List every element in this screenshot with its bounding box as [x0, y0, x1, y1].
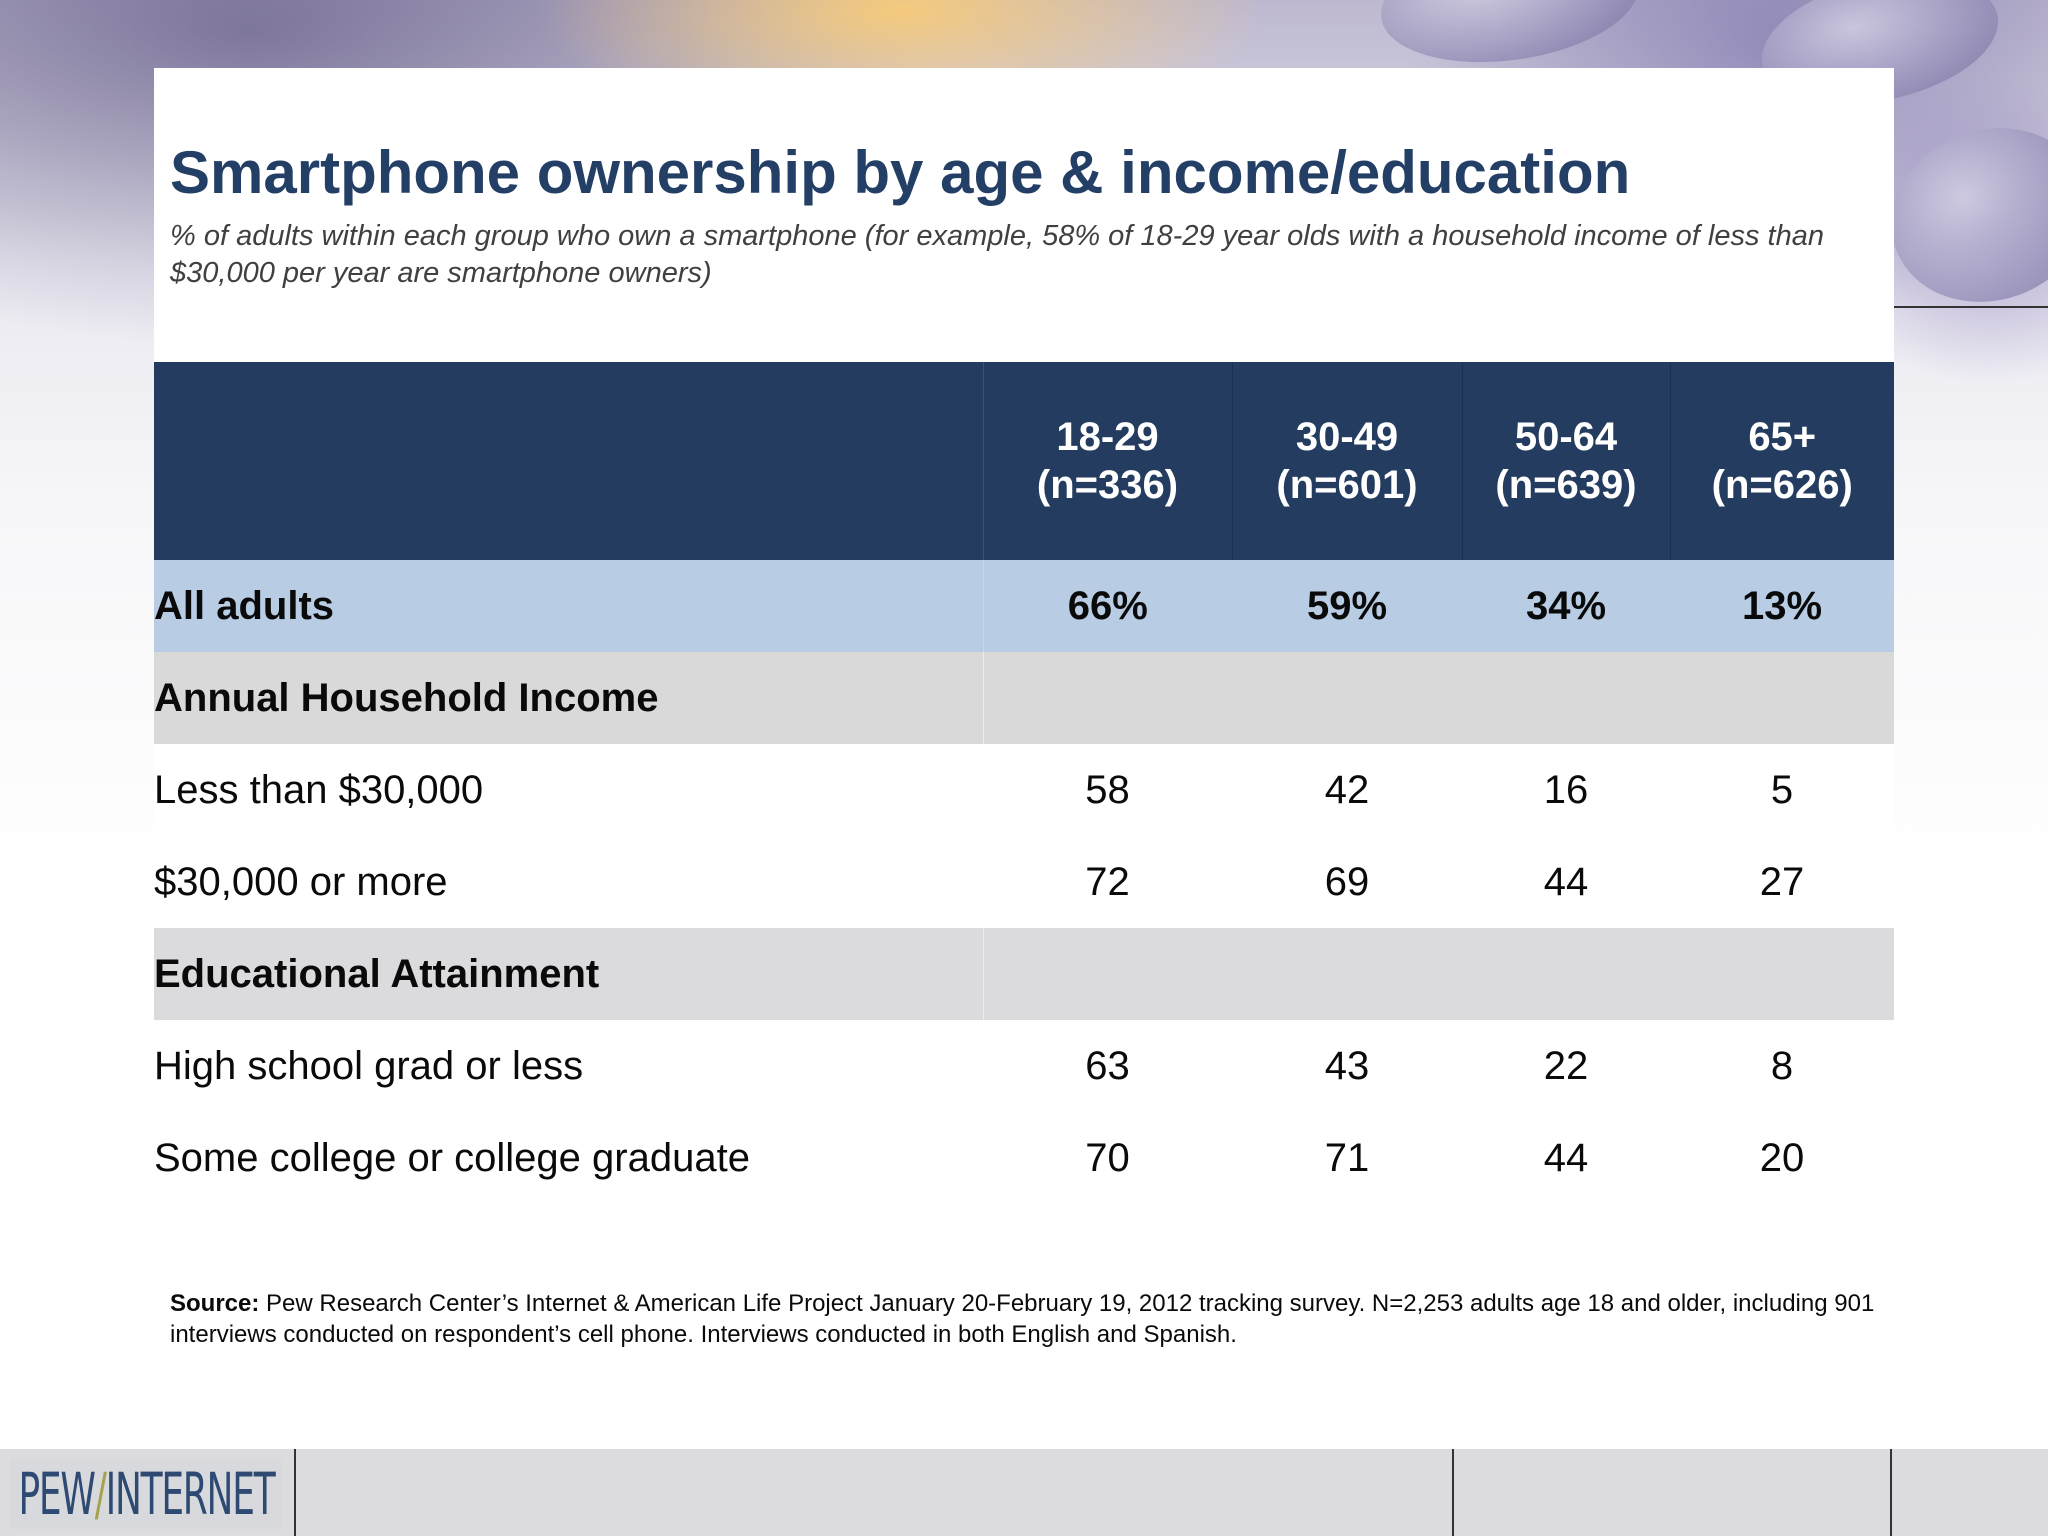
section-heading-filler	[983, 652, 1894, 744]
table-cell: 70	[1085, 1135, 1130, 1180]
table-cell: 59%	[1306, 583, 1388, 628]
section-heading-label: Educational Attainment	[154, 928, 984, 1020]
table-cell: 63	[1085, 1043, 1130, 1088]
header-age-50-64: 50-64 (n=639)	[1461, 362, 1670, 560]
source-text: Pew Research Center’s Internet & America…	[170, 1290, 1875, 1348]
source-label: Source:	[170, 1290, 260, 1317]
table-cell: 34%	[1525, 583, 1607, 628]
header-age-65-plus: 65+ (n=626)	[1669, 362, 1894, 560]
logo-word-pew: PEW	[18, 1460, 95, 1528]
header-corner-cell	[154, 362, 984, 560]
table-row: High school grad or less 63 43 22 8	[154, 1020, 1894, 1112]
decorative-rule	[1894, 306, 2048, 308]
header-sample-size: (n=336)	[1036, 463, 1179, 507]
row-label: $30,000 or more	[154, 859, 448, 904]
table-cell: 69	[1324, 859, 1370, 904]
table-cell: 44	[1543, 1135, 1589, 1180]
pew-internet-logo: PEW/INTERNET	[10, 1459, 282, 1529]
table-cell: 71	[1324, 1135, 1370, 1180]
section-heading-filler	[983, 928, 1894, 1020]
header-sample-size: (n=639)	[1495, 463, 1637, 507]
section-heading-income: Annual Household Income	[154, 652, 1894, 744]
header-age-18-29: 18-29 (n=336)	[982, 362, 1232, 560]
table-cell: 13%	[1741, 583, 1823, 628]
table-cell: 72	[1085, 859, 1130, 904]
header-sample-size: (n=626)	[1711, 463, 1853, 507]
header-age-label: 30-49	[1295, 415, 1399, 459]
footer-divider	[294, 1449, 296, 1536]
header-age-30-49: 30-49 (n=601)	[1231, 362, 1462, 560]
keypad-key-shape	[1866, 100, 2048, 330]
header-age-label: 50-64	[1514, 415, 1618, 459]
table-cell: 16	[1543, 767, 1589, 812]
slide-subtitle: % of adults within each group who own a …	[170, 220, 1824, 289]
table-cell: 42	[1324, 767, 1370, 812]
header-age-label: 65+	[1748, 415, 1817, 459]
header-age-label: 18-29	[1056, 415, 1159, 459]
table-cell: 22	[1543, 1043, 1589, 1088]
source-note: Source: Pew Research Center’s Internet &…	[170, 1288, 1880, 1350]
table-cell: 8	[1770, 1043, 1794, 1088]
table-cell: 5	[1770, 767, 1794, 812]
logo-slash: /	[94, 1460, 106, 1528]
slide-footer-bar: PEW/INTERNET	[0, 1449, 2048, 1536]
header-sample-size: (n=601)	[1276, 463, 1418, 507]
table-cell: 44	[1543, 859, 1589, 904]
table-cell: 58	[1085, 767, 1130, 812]
table-cell: 27	[1759, 859, 1805, 904]
row-label: All adults	[154, 560, 984, 652]
table-row: Less than $30,000 58 42 16 5	[154, 744, 1894, 836]
table-row: Some college or college graduate 70 71 4…	[154, 1112, 1894, 1204]
footer-divider	[1452, 1449, 1454, 1536]
section-heading-label: Annual Household Income	[154, 652, 984, 744]
smartphone-ownership-table: 18-29 (n=336) 30-49 (n=601) 50-64 (n=639…	[154, 362, 1894, 1204]
table-cell: 20	[1759, 1135, 1805, 1180]
table-cell: 43	[1324, 1043, 1370, 1088]
row-label: Some college or college graduate	[154, 1135, 750, 1180]
row-label: Less than $30,000	[154, 767, 484, 812]
keypad-key-shape	[1372, 0, 1648, 78]
slide-title: Smartphone ownership by age & income/edu…	[170, 139, 1631, 206]
logo-wordmark: PEW/INTERNET	[18, 1460, 275, 1528]
table-row-all-adults: All adults 66% 59% 34% 13%	[154, 560, 1894, 652]
table-header-row: 18-29 (n=336) 30-49 (n=601) 50-64 (n=639…	[154, 362, 1894, 560]
row-label: High school grad or less	[154, 1043, 584, 1088]
slide-content-panel: Smartphone ownership by age & income/edu…	[154, 68, 1894, 1451]
logo-word-internet: INTERNET	[105, 1460, 275, 1528]
table-row: $30,000 or more 72 69 44 27	[154, 836, 1894, 928]
table-cell: 66%	[1067, 583, 1148, 628]
section-heading-education: Educational Attainment	[154, 928, 1894, 1020]
footer-divider	[1890, 1449, 1892, 1536]
